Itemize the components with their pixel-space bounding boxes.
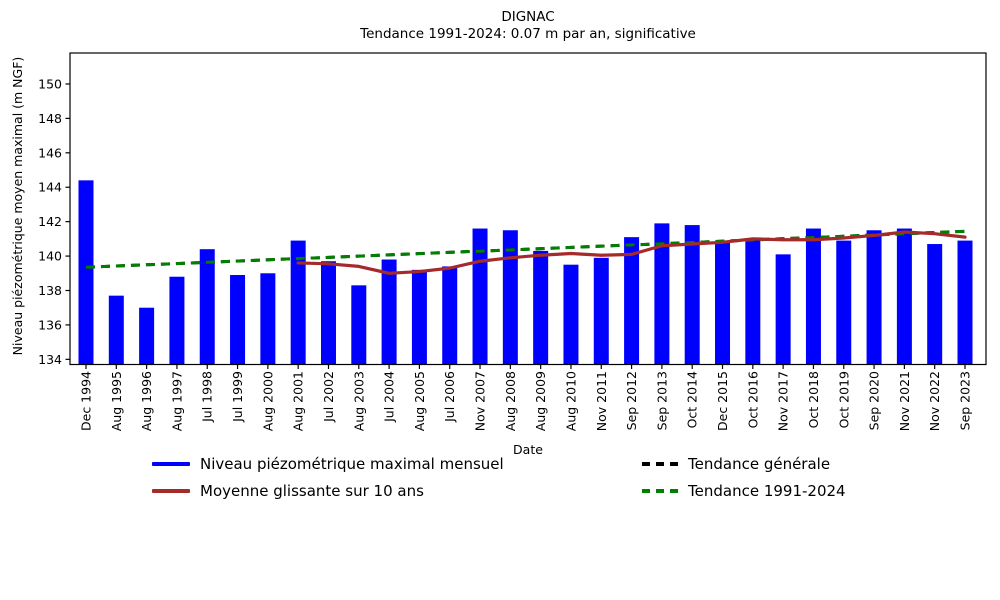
- legend-line-sample: [152, 489, 190, 493]
- x-tick-label: Sep 2013: [654, 371, 669, 430]
- legend-item: Tendance 1991-2024: [642, 482, 846, 500]
- x-tick-label: Sep 2012: [624, 371, 639, 430]
- x-tick-label: Jul 1998: [200, 371, 215, 423]
- bar: [927, 244, 943, 365]
- bar: [957, 240, 973, 365]
- legend-item: Tendance générale: [642, 455, 830, 473]
- bar: [320, 261, 336, 365]
- y-tick-label: 146: [38, 145, 62, 160]
- y-tick-label: 142: [38, 214, 62, 229]
- bar: [745, 238, 761, 365]
- x-tick-label: Aug 2001: [291, 371, 306, 431]
- plot-frame: [69, 52, 987, 366]
- bar: [230, 275, 246, 365]
- legend-label: Niveau piézométrique maximal mensuel: [200, 455, 504, 473]
- y-tick-label: 148: [38, 111, 62, 126]
- y-tick-label: 144: [38, 180, 62, 195]
- bar: [805, 228, 821, 365]
- bar: [472, 228, 488, 365]
- y-axis-label: Niveau piézométrique moyen maximal (m NG…: [10, 56, 25, 356]
- x-tick-label: Aug 1997: [169, 371, 184, 431]
- legend-label: Moyenne glissante sur 10 ans: [200, 482, 424, 500]
- bar: [442, 266, 458, 365]
- legend-item: Moyenne glissante sur 10 ans: [152, 482, 424, 500]
- legend-label: Tendance 1991-2024: [688, 482, 846, 500]
- bar: [715, 242, 731, 365]
- chart-subtitle: Tendance 1991-2024: 0.07 m par an, signi…: [360, 26, 696, 42]
- x-tick-label: Aug 2000: [260, 371, 275, 431]
- x-tick-label: Aug 2005: [412, 371, 427, 431]
- x-tick-label: Aug 2003: [351, 371, 366, 431]
- y-tick-label: 150: [38, 76, 62, 91]
- x-tick-label: Nov 2017: [776, 371, 791, 431]
- y-tick-label: 140: [38, 249, 62, 264]
- legend-line-sample: [642, 462, 678, 466]
- x-tick-label: Sep 2023: [958, 371, 973, 430]
- x-tick-label: Aug 1995: [109, 371, 124, 431]
- bar: [199, 249, 215, 365]
- bar: [502, 230, 518, 365]
- x-tick-label: Oct 2019: [836, 371, 851, 428]
- x-tick-label: Sep 2020: [867, 371, 882, 430]
- y-tick-label: 136: [38, 317, 62, 332]
- bar: [290, 240, 306, 365]
- bar: [563, 264, 579, 365]
- bar: [169, 276, 185, 365]
- moving-average-line: [296, 230, 967, 275]
- x-tick-label: Dec 2015: [715, 371, 730, 431]
- trend-line-1991-2024: [85, 229, 970, 269]
- x-tick-label: Aug 2010: [563, 371, 578, 431]
- bar: [624, 237, 640, 365]
- x-tick-label: Jul 2006: [442, 371, 457, 423]
- legend-line-sample: [642, 489, 678, 493]
- x-tick-label: Nov 2021: [897, 371, 912, 431]
- bar: [593, 257, 609, 365]
- bar: [260, 273, 276, 365]
- x-tick-label: Jul 2004: [382, 371, 397, 423]
- x-tick-label: Aug 2008: [503, 371, 518, 431]
- x-tick-label: Oct 2018: [806, 371, 821, 428]
- bar: [78, 180, 94, 365]
- y-tick-label: 134: [38, 352, 62, 367]
- x-tick-label: Nov 2022: [927, 371, 942, 431]
- x-tick-label: Dec 1994: [79, 371, 94, 431]
- x-tick-label: Oct 2014: [685, 371, 700, 428]
- figure-title-block: DIGNAC Tendance 1991-2024: 0.07 m par an…: [70, 9, 986, 43]
- x-tick-label: Oct 2016: [745, 371, 760, 428]
- bar: [896, 228, 912, 365]
- bar: [836, 240, 852, 365]
- y-tick-label: 138: [38, 283, 62, 298]
- legend-label: Tendance générale: [688, 455, 831, 473]
- bar: [108, 295, 124, 365]
- x-tick-label: Jul 1999: [230, 371, 245, 423]
- bar: [533, 250, 549, 365]
- bar: [654, 223, 670, 365]
- x-tick-label: Nov 2007: [473, 371, 488, 431]
- legend-item: Niveau piézométrique maximal mensuel: [152, 455, 504, 473]
- x-tick-label: Nov 2011: [594, 371, 609, 431]
- x-axis-label: Date: [513, 442, 543, 457]
- bar: [684, 225, 700, 365]
- bar: [866, 230, 882, 365]
- x-tick-label: Jul 2002: [321, 371, 336, 423]
- legend-line-sample: [152, 462, 190, 466]
- bar: [381, 259, 397, 365]
- bar: [139, 307, 155, 365]
- bar: [351, 285, 367, 365]
- chart-title: DIGNAC: [501, 9, 555, 25]
- bar: [775, 254, 791, 365]
- x-tick-label: Aug 1996: [139, 371, 154, 431]
- x-tick-label: Aug 2009: [533, 371, 548, 431]
- bar: [411, 269, 427, 365]
